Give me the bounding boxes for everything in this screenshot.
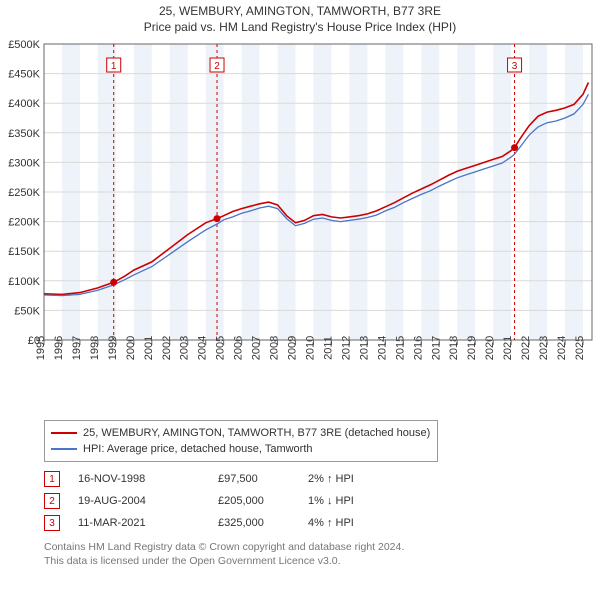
svg-text:2012: 2012	[340, 336, 352, 360]
legend: 25, WEMBURY, AMINGTON, TAMWORTH, B77 3RE…	[44, 420, 438, 462]
svg-text:2001: 2001	[143, 336, 155, 360]
svg-text:2022: 2022	[520, 336, 532, 360]
svg-text:£50K: £50K	[14, 305, 40, 317]
legend-swatch-hpi	[51, 448, 77, 450]
svg-text:£250K: £250K	[8, 187, 40, 199]
sale-date-3: 11-MAR-2021	[78, 517, 218, 529]
svg-text:2009: 2009	[287, 336, 299, 360]
chart-svg: £0£50K£100K£150K£200K£250K£300K£350K£400…	[0, 34, 600, 414]
svg-text:2020: 2020	[484, 336, 496, 360]
svg-text:1995: 1995	[35, 336, 47, 360]
title-subtitle: Price paid vs. HM Land Registry's House …	[0, 20, 600, 34]
svg-text:2024: 2024	[556, 336, 568, 360]
sale-row-2: 2 19-AUG-2004 £205,000 1% ↓ HPI	[44, 490, 580, 512]
legend-item-property: 25, WEMBURY, AMINGTON, TAMWORTH, B77 3RE…	[51, 425, 431, 441]
sale-price-1: £97,500	[218, 473, 308, 485]
svg-text:£100K: £100K	[8, 276, 40, 288]
footer-line-1: Contains HM Land Registry data © Crown c…	[44, 540, 580, 554]
svg-text:1: 1	[111, 61, 117, 72]
svg-text:2004: 2004	[197, 336, 209, 360]
svg-text:£150K: £150K	[8, 246, 40, 258]
sale-diff-2: 1% ↓ HPI	[308, 495, 388, 507]
footer-line-2: This data is licensed under the Open Gov…	[44, 554, 580, 568]
svg-text:2013: 2013	[358, 336, 370, 360]
sale-date-2: 19-AUG-2004	[78, 495, 218, 507]
svg-text:2010: 2010	[305, 336, 317, 360]
svg-text:£500K: £500K	[8, 39, 40, 51]
svg-text:2015: 2015	[394, 336, 406, 360]
svg-text:1999: 1999	[107, 336, 119, 360]
legend-label-hpi: HPI: Average price, detached house, Tamw…	[83, 443, 313, 455]
svg-text:2003: 2003	[179, 336, 191, 360]
svg-text:1996: 1996	[53, 336, 65, 360]
footer-attribution: Contains HM Land Registry data © Crown c…	[44, 540, 580, 568]
svg-text:2006: 2006	[233, 336, 245, 360]
chart-titles: 25, WEMBURY, AMINGTON, TAMWORTH, B77 3RE…	[0, 0, 600, 34]
sale-diff-3: 4% ↑ HPI	[308, 517, 388, 529]
svg-text:2007: 2007	[251, 336, 263, 360]
svg-text:2018: 2018	[448, 336, 460, 360]
svg-text:2016: 2016	[412, 336, 424, 360]
svg-text:2025: 2025	[574, 336, 586, 360]
sale-price-3: £325,000	[218, 517, 308, 529]
svg-text:2019: 2019	[466, 336, 478, 360]
svg-text:2014: 2014	[376, 336, 388, 360]
title-address: 25, WEMBURY, AMINGTON, TAMWORTH, B77 3RE	[0, 4, 600, 18]
sale-marker-2: 2	[44, 493, 60, 509]
sale-diff-1: 2% ↑ HPI	[308, 473, 388, 485]
legend-item-hpi: HPI: Average price, detached house, Tamw…	[51, 441, 431, 457]
sale-date-1: 16-NOV-1998	[78, 473, 218, 485]
svg-text:£400K: £400K	[8, 98, 40, 110]
svg-text:£450K: £450K	[8, 69, 40, 81]
sales-table: 1 16-NOV-1998 £97,500 2% ↑ HPI 2 19-AUG-…	[44, 468, 580, 534]
svg-text:2005: 2005	[215, 336, 227, 360]
svg-text:3: 3	[512, 61, 518, 72]
svg-text:1997: 1997	[71, 336, 83, 360]
legend-label-property: 25, WEMBURY, AMINGTON, TAMWORTH, B77 3RE…	[83, 427, 430, 439]
svg-text:£300K: £300K	[8, 157, 40, 169]
svg-text:2021: 2021	[502, 336, 514, 360]
svg-text:£200K: £200K	[8, 217, 40, 229]
svg-text:2002: 2002	[161, 336, 173, 360]
svg-text:2000: 2000	[125, 336, 137, 360]
svg-text:£350K: £350K	[8, 128, 40, 140]
svg-text:2023: 2023	[538, 336, 550, 360]
svg-text:2008: 2008	[269, 336, 281, 360]
sale-row-1: 1 16-NOV-1998 £97,500 2% ↑ HPI	[44, 468, 580, 490]
sale-marker-1: 1	[44, 471, 60, 487]
legend-swatch-property	[51, 432, 77, 434]
svg-text:2: 2	[214, 61, 220, 72]
sale-row-3: 3 11-MAR-2021 £325,000 4% ↑ HPI	[44, 512, 580, 534]
svg-text:1998: 1998	[89, 336, 101, 360]
svg-text:2017: 2017	[430, 336, 442, 360]
price-chart: £0£50K£100K£150K£200K£250K£300K£350K£400…	[0, 34, 600, 414]
sale-marker-3: 3	[44, 515, 60, 531]
sale-price-2: £205,000	[218, 495, 308, 507]
